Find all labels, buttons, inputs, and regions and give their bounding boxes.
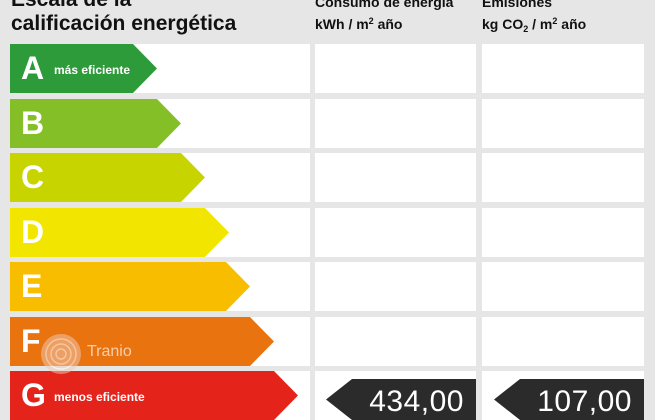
rating-sublabel: menos eficiente — [54, 390, 145, 404]
emissions-unit: kg CO2 / m2 año — [482, 16, 587, 34]
rating-letter: G — [21, 377, 46, 413]
consumption-cell-c — [315, 153, 476, 202]
tranio-watermark: Tranio — [40, 333, 132, 380]
rating-letter: E — [21, 268, 43, 304]
emissions-value-marker: 107,00 — [494, 379, 644, 420]
emissions-title: Emisiones — [482, 0, 553, 10]
rating-row-e: E — [10, 262, 310, 311]
rating-row-d: D — [10, 208, 310, 257]
rating-arrow-c: C — [10, 153, 205, 202]
consumption-cell-d — [315, 208, 476, 257]
rating-row-c: C — [10, 153, 310, 202]
rating-letter: C — [21, 159, 45, 195]
consumption-title: Consumo de energía — [315, 0, 454, 10]
scale-title-line2: calificación energética — [11, 12, 237, 35]
emissions-header: Emisiones kg CO2 / m2 año — [482, 0, 586, 39]
emissions-cell-c — [482, 153, 644, 202]
consumption-cell-b — [315, 99, 476, 148]
rating-row-b: B — [10, 99, 310, 148]
emissions-cell-d — [482, 208, 644, 257]
consumption-value-marker: 434,00 — [326, 379, 476, 420]
emissions-cell-f — [482, 317, 644, 366]
watermark-text: Tranio — [87, 343, 132, 360]
scale-title: Escala de la calificación energética — [11, 0, 236, 36]
scale-title-line1: Escala de la — [11, 0, 236, 12]
rating-arrow-b: B — [10, 99, 181, 148]
emissions-cell-e — [482, 262, 644, 311]
consumption-cell-f — [315, 317, 476, 366]
consumption-header: Consumo de energía kWh / m2 año — [315, 0, 453, 34]
emissions-cell-b — [482, 99, 644, 148]
emissions-value: 107,00 — [537, 385, 632, 418]
tranio-logo-icon — [41, 334, 81, 374]
rating-arrow-d: D — [10, 208, 229, 257]
consumption-cell-e — [315, 262, 476, 311]
emissions-cell-g: 107,00 — [482, 371, 644, 420]
rating-letter: F — [21, 323, 41, 359]
rating-letter: B — [21, 105, 45, 141]
rating-sublabel: más eficiente — [54, 63, 131, 77]
consumption-value: 434,00 — [369, 385, 464, 418]
rating-letter: A — [21, 50, 45, 86]
emissions-cell-a — [482, 44, 644, 93]
consumption-cell-g: 434,00 — [315, 371, 476, 420]
rating-arrow-e: E — [10, 262, 250, 311]
consumption-cell-a — [315, 44, 476, 93]
rating-letter: D — [21, 214, 45, 250]
consumption-unit: kWh / m2 año — [315, 16, 403, 32]
